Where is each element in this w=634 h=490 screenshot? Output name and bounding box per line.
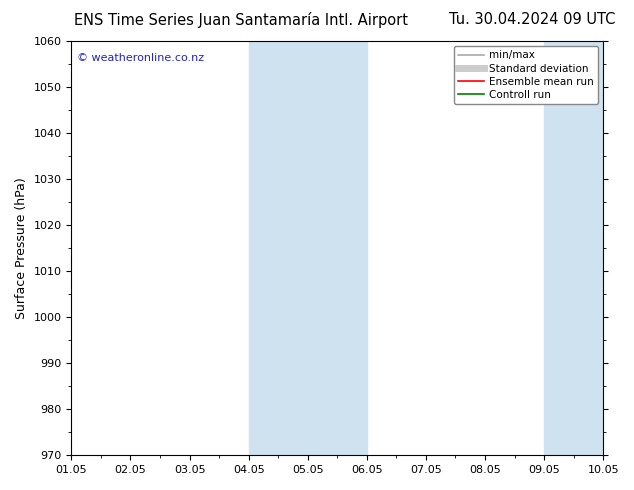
Legend: min/max, Standard deviation, Ensemble mean run, Controll run: min/max, Standard deviation, Ensemble me… xyxy=(454,46,598,104)
Y-axis label: Surface Pressure (hPa): Surface Pressure (hPa) xyxy=(15,177,28,319)
Bar xyxy=(544,41,603,455)
Text: Tu. 30.04.2024 09 UTC: Tu. 30.04.2024 09 UTC xyxy=(449,12,615,27)
Text: ENS Time Series Juan Santamaría Intl. Airport: ENS Time Series Juan Santamaría Intl. Ai… xyxy=(74,12,408,28)
Bar xyxy=(249,41,367,455)
Text: © weatheronline.co.nz: © weatheronline.co.nz xyxy=(77,53,204,64)
